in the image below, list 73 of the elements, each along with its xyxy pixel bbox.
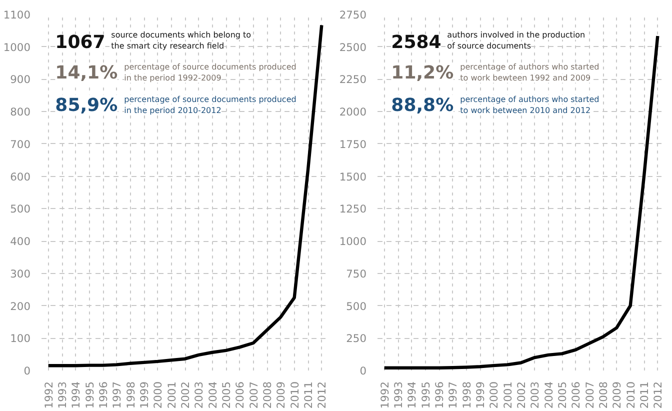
x-tick-label: 2001 (165, 381, 178, 409)
y-tick-label: 1750 (339, 138, 367, 151)
line-series (46, 24, 324, 368)
annotation: 88,8% percentage of authors who started to work between 2010 and 2012 (391, 94, 600, 116)
x-tick-label: 1996 (433, 381, 446, 409)
x-tick-label: 1995 (419, 381, 432, 409)
x-tick-label: 1996 (97, 381, 110, 409)
annotation: 85,9% percentage of source documents produced in the period 2010-2012 (55, 94, 296, 116)
x-tick-label: 2003 (528, 381, 542, 409)
x-tick-label: 2011 (638, 381, 651, 409)
y-tick-label: 2000 (339, 106, 367, 119)
x-tick-label: 2011 (302, 381, 315, 409)
x-tick-label: 2010 (288, 381, 302, 409)
y-tick-label: 2250 (339, 73, 367, 86)
y-tick-label: 2500 (339, 40, 367, 54)
x-tick-label: 2005 (220, 381, 233, 409)
x-tick-label: 1992 (378, 381, 392, 409)
x-tick-label: 2010 (624, 381, 638, 409)
x-tick-label: 2002 (179, 381, 192, 409)
x-tick-label: 1999 (138, 381, 151, 409)
y-tick-label: 700 (10, 138, 31, 151)
annotation: 14,1% percentage of source documents produced in the period 1992-2009 (55, 62, 296, 84)
y-tick-label: 400 (10, 235, 31, 248)
x-tick-label: 1998 (460, 381, 474, 409)
x-tick-label: 1992 (42, 381, 56, 409)
x-tick-label: 2003 (192, 381, 206, 409)
x-tick-label: 2007 (583, 381, 596, 409)
y-tick-label: 800 (10, 106, 31, 119)
annotation: 11,2% percentage of authors who started to work bewteen 1992 and 2009 (391, 62, 600, 84)
x-tick-label: 2001 (501, 381, 514, 409)
x-tick-label: 2008 (597, 381, 610, 409)
y-tick-label: 0 (360, 364, 367, 378)
annotation: 2584 authors involved in the production of source documents (391, 30, 586, 54)
x-tick-label: 1998 (124, 381, 138, 409)
y-tick-label: 900 (10, 73, 31, 86)
x-tick-label: 2009 (274, 381, 288, 409)
y-tick-label: 0 (24, 364, 31, 378)
y-tick-label: 250 (346, 332, 367, 346)
y-tick-label: 2750 (339, 8, 367, 22)
x-tick-label: 2006 (234, 381, 247, 409)
x-tick-label: 2000 (488, 381, 501, 409)
y-tick-label: 1000 (3, 40, 31, 54)
y-tick-label: 200 (10, 300, 31, 313)
y-tick-label: 1000 (339, 235, 367, 248)
x-tick-label: 2000 (152, 381, 165, 409)
x-tick-label: 2012 (316, 381, 329, 409)
x-tick-label: 1999 (474, 381, 487, 409)
y-tick-label: 1250 (339, 202, 367, 216)
x-tick-label: 1994 (70, 381, 83, 409)
x-tick-label: 1993 (392, 381, 405, 409)
y-tick-label: 750 (346, 267, 367, 280)
x-tick-label: 1997 (110, 381, 124, 409)
x-tick-label: 2005 (556, 381, 569, 409)
y-tick-label: 600 (10, 170, 31, 184)
x-tick-label: 1997 (446, 381, 460, 409)
x-tick-label: 1994 (406, 381, 419, 409)
x-tick-label: 2004 (206, 381, 220, 409)
x-tick-label: 2007 (247, 381, 260, 409)
x-tick-label: 2008 (261, 381, 274, 409)
x-tick-label: 1993 (56, 381, 69, 409)
x-tick-label: 2006 (570, 381, 583, 409)
y-tick-label: 1100 (3, 8, 31, 22)
y-tick-label: 100 (10, 332, 31, 346)
x-tick-label: 2012 (652, 381, 665, 409)
y-tick-label: 500 (10, 202, 31, 216)
y-tick-label: 500 (346, 300, 367, 313)
x-tick-label: 2009 (610, 381, 624, 409)
y-tick-label: 300 (10, 267, 31, 280)
x-tick-label: 2004 (542, 381, 556, 409)
annotation: 1067 source documents which belong to the smart city research field (55, 30, 252, 54)
x-tick-label: 1995 (83, 381, 96, 409)
x-tick-label: 2002 (515, 381, 528, 409)
y-tick-label: 1500 (339, 170, 367, 184)
